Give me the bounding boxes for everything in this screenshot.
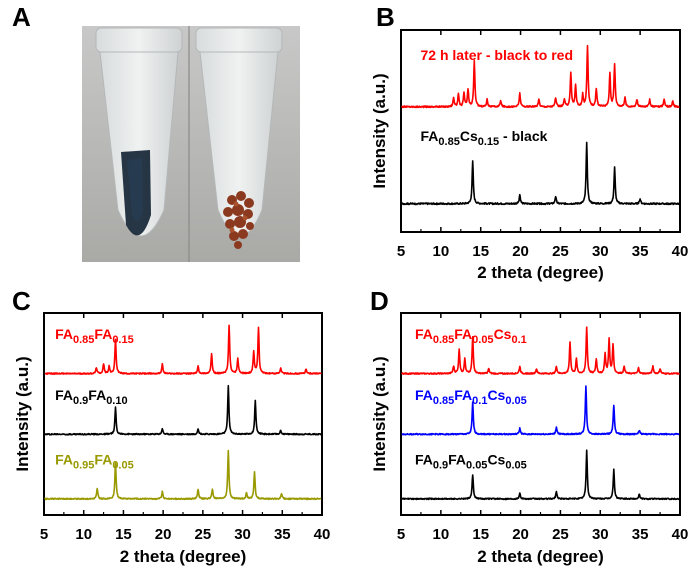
label-text: FA — [94, 326, 112, 342]
series-line-2 — [44, 449, 322, 501]
label-text: Cs — [487, 387, 505, 403]
label-text: FA — [55, 387, 73, 403]
label-subscript: 0.1 — [511, 334, 526, 346]
label-text: FA — [421, 128, 439, 144]
label-subscript: 0.9 — [433, 459, 448, 471]
xrd-chart-d: 5 10 15 20 25 30 35 40 2 theta (degree) Intensity… — [370, 312, 689, 566]
x-tick-label: 25 — [195, 526, 212, 543]
label-subscript: 0.10 — [106, 395, 127, 407]
x-axis-title: 2 theta (degree) — [120, 547, 247, 566]
label-text: FA — [55, 326, 73, 342]
black-sample-vial — [95, 27, 183, 237]
x-tick-label: 5 — [40, 526, 48, 543]
label-text: FA — [454, 387, 472, 403]
label-text: FA — [454, 326, 472, 342]
label-text: FA — [88, 387, 106, 403]
label-subscript: 0.95 — [73, 459, 94, 471]
label-subscript: 0.15 — [478, 136, 499, 148]
series-line-1 — [44, 384, 322, 436]
x-tick-label: 20 — [512, 243, 529, 260]
label-text: FA — [55, 451, 73, 467]
label-text: FA — [415, 451, 433, 467]
label-text: Cs — [487, 451, 505, 467]
y-axis-title: Intensity (a.u.) — [13, 356, 32, 471]
panel-label-d: D — [370, 286, 389, 316]
label-subscript: 0.9 — [73, 395, 88, 407]
x-axis-title: 2 theta (degree) — [477, 547, 604, 566]
series-line-1 — [401, 141, 680, 206]
x-tick-label: 20 — [512, 526, 529, 543]
series-line-0 — [44, 324, 322, 375]
x-tick-label: 5 — [397, 243, 405, 260]
x-tick-label: 10 — [433, 526, 450, 543]
series-line-2 — [401, 449, 680, 501]
panel-label-c: C — [12, 286, 31, 316]
series-line-1 — [401, 385, 680, 436]
label-text: FA — [415, 326, 433, 342]
label-subscript: 0.05 — [472, 334, 493, 346]
x-tick-label: 30 — [592, 526, 609, 543]
x-tick-label: 25 — [552, 243, 569, 260]
label-subscript: 0.85 — [438, 136, 459, 148]
label-subscript: 0.85 — [433, 395, 454, 407]
label-text: Cs — [494, 326, 512, 342]
series-label: FA0.95FA0.05 — [55, 451, 134, 471]
x-tick-label: 30 — [234, 526, 251, 543]
x-axis-title: 2 theta (degree) — [477, 263, 604, 282]
vial-photo-icon — [82, 26, 300, 262]
x-tick-label: 5 — [397, 526, 405, 543]
label-text: FA — [94, 451, 112, 467]
label-text: Cs — [460, 128, 478, 144]
series-label: FA0.85FA0.1Cs0.05 — [415, 387, 527, 407]
x-tick-label: 35 — [632, 243, 649, 260]
series-line-0 — [401, 44, 680, 109]
label-subscript: 0.1 — [472, 395, 487, 407]
y-axis-title: Intensity (a.u.) — [370, 73, 389, 188]
x-tick-label: 10 — [433, 243, 450, 260]
y-axis-title: Intensity (a.u.) — [370, 356, 389, 471]
xrd-chart-b: 5 10 15 20 25 30 35 40 2 theta (degree) Intensity… — [370, 29, 689, 282]
label-text: FA — [448, 451, 466, 467]
x-tick-label: 15 — [472, 526, 489, 543]
xrd-chart-c: 5 10 15 20 25 30 35 40 2 theta (degree) Intensity… — [13, 312, 331, 566]
red-sample-vial — [195, 27, 283, 249]
label-subscript: 0.05 — [505, 459, 526, 471]
x-tick-label: 40 — [672, 526, 689, 543]
x-tick-label: 35 — [274, 526, 291, 543]
series-label: FA0.85FA0.05Cs0.1 — [415, 326, 527, 346]
label-text: 72 h later - black to red — [421, 47, 574, 63]
x-tick-label: 15 — [115, 526, 132, 543]
series-label: FA0.85FA0.15 — [55, 326, 134, 346]
label-subscript: 0.15 — [112, 334, 133, 346]
panel-label-b: B — [376, 2, 395, 32]
series-line-0 — [401, 326, 680, 375]
series-label: FA0.9FA0.10 — [55, 387, 128, 407]
x-tick-label: 25 — [552, 526, 569, 543]
series-label: FA0.9FA0.05Cs0.05 — [415, 451, 527, 471]
series-label: FA0.85Cs0.15 - black — [421, 128, 548, 148]
label-text: - black — [499, 128, 547, 144]
series-label: 72 h later - black to red — [421, 47, 574, 63]
panel-label-a: A — [12, 2, 31, 32]
label-subscript: 0.05 — [112, 459, 133, 471]
x-tick-label: 30 — [592, 243, 609, 260]
x-tick-label: 35 — [632, 526, 649, 543]
x-tick-label: 15 — [472, 243, 489, 260]
label-subscript: 0.85 — [433, 334, 454, 346]
x-tick-label: 40 — [672, 243, 689, 260]
x-tick-label: 20 — [155, 526, 172, 543]
label-subscript: 0.05 — [466, 459, 487, 471]
x-tick-label: 40 — [314, 526, 331, 543]
label-subscript: 0.85 — [73, 334, 94, 346]
label-text: FA — [415, 387, 433, 403]
x-tick-label: 10 — [75, 526, 92, 543]
label-subscript: 0.05 — [505, 395, 526, 407]
